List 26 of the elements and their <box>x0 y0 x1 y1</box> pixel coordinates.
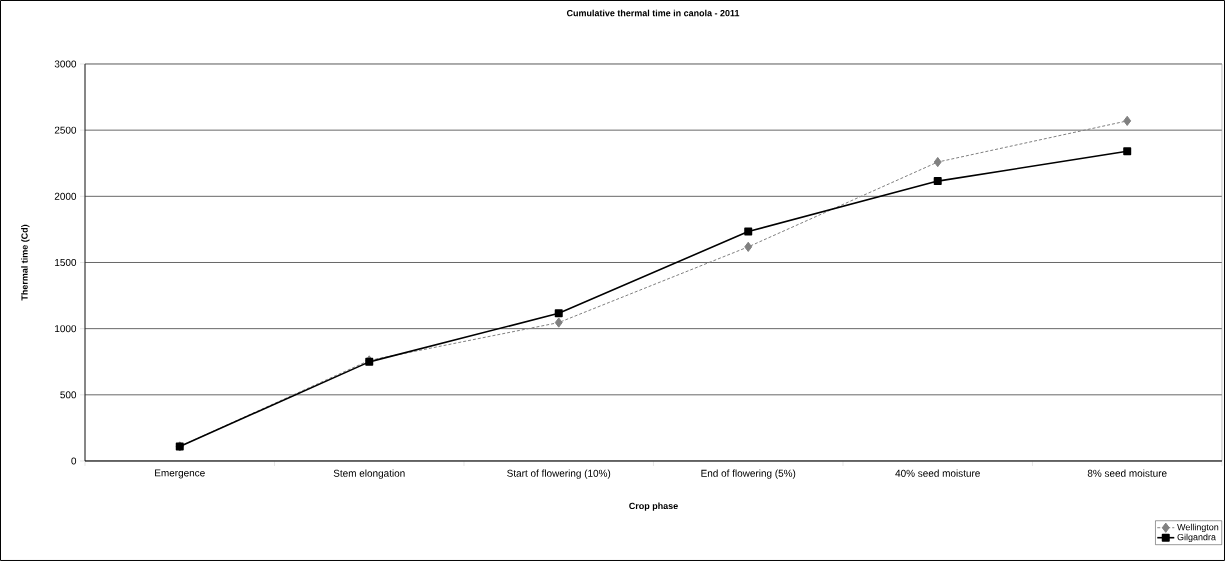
x-tick-label: 8% seed moisture <box>1087 469 1167 477</box>
x-tick-label: Emergence <box>155 469 205 479</box>
point <box>744 227 753 236</box>
y-tick-label: 1000 <box>55 325 77 333</box>
x-axis-title: Crop phase <box>629 502 678 511</box>
point <box>1123 115 1132 126</box>
y-tick-label: 3000 <box>54 60 77 68</box>
chart-title: Cumulative thermal time in canola - 2011 <box>566 9 740 17</box>
y-tick-label: 2500 <box>54 126 77 134</box>
y-axis-title: Thermal time (Cd) <box>21 224 30 301</box>
point <box>554 317 563 328</box>
y-tick-label: 1500 <box>55 258 77 267</box>
point <box>744 241 753 252</box>
x-tick-label: Stem elongation <box>333 469 405 479</box>
y-tick-label: 2000 <box>54 192 77 200</box>
point <box>933 177 942 186</box>
legend-label: Wellington <box>1177 523 1219 533</box>
point <box>554 309 563 318</box>
point <box>1123 147 1132 156</box>
legend-label: Gilgandra <box>1177 533 1216 543</box>
x-tick-label: End of flowering (5%) <box>701 469 796 479</box>
y-tick-label: 0 <box>71 457 77 465</box>
x-tick-label: 40% seed moisture <box>895 469 980 477</box>
point <box>933 156 942 168</box>
x-tick-label: Start of flowering (10%) <box>507 469 611 479</box>
y-tick-label: 500 <box>60 391 77 399</box>
